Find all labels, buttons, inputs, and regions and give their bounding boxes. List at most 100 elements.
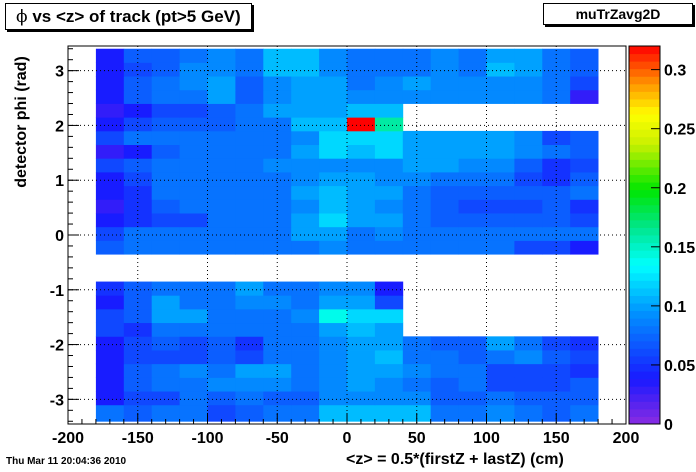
heatmap-cell xyxy=(179,130,208,146)
heatmap-cell xyxy=(235,336,264,351)
heatmap-cell xyxy=(319,117,348,132)
heatmap-cell xyxy=(374,295,404,310)
palette-swatch xyxy=(629,416,660,425)
heatmap-cell xyxy=(570,89,599,104)
heatmap-cell xyxy=(263,336,292,351)
heatmap-cell xyxy=(123,350,153,365)
heatmap-cell xyxy=(374,363,404,378)
heatmap-cell xyxy=(347,336,376,351)
heatmap-cell xyxy=(291,404,320,422)
heatmap-cell xyxy=(151,130,180,146)
heatmap-cell xyxy=(458,48,487,63)
heatmap-cell xyxy=(374,322,404,337)
heatmap-cell xyxy=(151,322,180,337)
heatmap-cell xyxy=(151,377,180,392)
heatmap-cell xyxy=(179,350,208,365)
heatmap-cell xyxy=(347,158,376,173)
heatmap-cell xyxy=(347,48,376,63)
heatmap-cell xyxy=(374,336,404,351)
heatmap-cell xyxy=(123,117,153,132)
heatmap-cell xyxy=(570,130,599,146)
heatmap-cell xyxy=(570,363,599,378)
heatmap-cell xyxy=(207,172,236,187)
palette-swatch xyxy=(629,303,660,312)
heatmap-cell xyxy=(570,350,599,365)
palette-swatch xyxy=(629,98,660,107)
heatmap-cell xyxy=(402,185,432,200)
heatmap-cell xyxy=(207,308,236,324)
heatmap-cell xyxy=(123,172,153,187)
heatmap-cell xyxy=(402,144,432,159)
heatmap-cell xyxy=(402,377,432,392)
palette-swatch xyxy=(629,121,660,130)
heatmap-cell xyxy=(430,336,459,351)
heatmap-cell xyxy=(374,350,404,365)
palette-swatch xyxy=(629,265,660,274)
x-tick-label: 0 xyxy=(343,430,352,447)
heatmap-cell xyxy=(319,76,348,91)
heatmap-cell xyxy=(95,226,125,241)
heatmap-cell xyxy=(263,226,292,241)
palette-swatch xyxy=(629,144,660,153)
heatmap-cell xyxy=(347,404,376,422)
x-tick-label: -200 xyxy=(52,430,84,447)
heatmap-cell xyxy=(486,336,515,351)
heatmap-cell xyxy=(458,62,487,77)
heatmap-cell xyxy=(458,144,487,159)
heatmap-cell xyxy=(151,295,180,310)
heatmap-cell xyxy=(319,404,348,422)
x-tick-label: 100 xyxy=(473,430,500,447)
heatmap-cell xyxy=(207,350,236,365)
y-tick-label: 1 xyxy=(55,173,64,190)
heatmap-cell xyxy=(95,199,125,214)
heatmap-cell xyxy=(207,322,236,337)
heatmap-cell xyxy=(151,226,180,241)
palette-swatch xyxy=(629,182,660,191)
heatmap-cell xyxy=(347,76,376,91)
heatmap-cell xyxy=(374,62,404,77)
heatmap-cell xyxy=(263,89,292,104)
heatmap-cell xyxy=(514,199,543,214)
heatmap-cell xyxy=(374,172,404,187)
heatmap-cell xyxy=(486,213,515,228)
heatmap-cell xyxy=(374,158,404,173)
heatmap-cell xyxy=(486,62,515,77)
heatmap-cell xyxy=(458,226,487,241)
heatmap-cell xyxy=(319,226,348,241)
heatmap-cell xyxy=(430,226,459,241)
heatmap-cell xyxy=(179,199,208,214)
heatmap-cell xyxy=(291,226,320,241)
palette-swatch xyxy=(629,340,660,349)
heatmap-cell xyxy=(179,226,208,241)
heatmap-cell xyxy=(542,240,571,255)
palette-swatch xyxy=(629,91,660,100)
heatmap-cell xyxy=(402,350,432,365)
heatmap-cell xyxy=(151,172,180,187)
gridlines xyxy=(68,46,626,424)
heatmap-cell xyxy=(151,48,180,63)
heatmap-cell xyxy=(347,185,376,200)
heatmap-cell xyxy=(95,240,125,255)
heatmap-cell xyxy=(514,404,543,422)
heatmap-cell xyxy=(123,240,153,255)
heatmap-cell xyxy=(151,89,180,104)
heatmap-cell xyxy=(235,322,264,337)
heatmap-cell xyxy=(291,76,320,91)
heatmap-cell xyxy=(402,172,432,187)
heatmap-cell xyxy=(151,281,180,296)
heatmap-cell xyxy=(263,213,292,228)
heatmap-cell xyxy=(570,144,599,159)
heatmap-cell xyxy=(347,240,376,255)
palette-swatch xyxy=(629,129,660,138)
palette-swatch xyxy=(629,197,660,206)
y-tick-label: -3 xyxy=(50,392,64,409)
heatmap-cell xyxy=(207,103,236,118)
y-axis-label: detector phi (rad) xyxy=(13,56,30,188)
heatmap-cell xyxy=(95,89,125,104)
heatmap-cell xyxy=(374,404,404,422)
palette-swatch xyxy=(629,371,660,380)
heatmap-cell xyxy=(347,130,376,146)
heatmap-cell xyxy=(430,240,459,255)
heatmap-cell xyxy=(347,62,376,77)
heatmap-cell xyxy=(123,336,153,351)
